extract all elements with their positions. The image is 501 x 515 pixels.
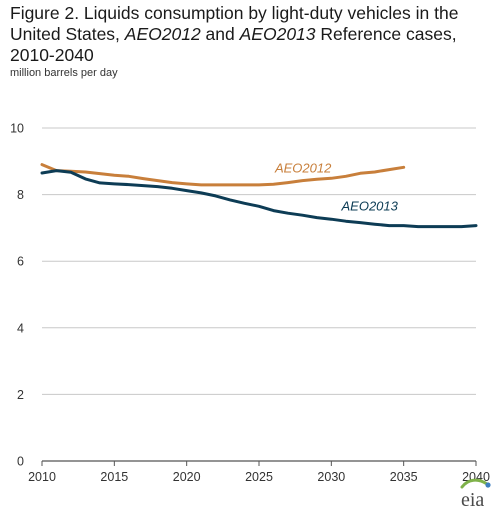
chart-title-part-1: Figure 2. Liquids consumption by light-d… <box>10 3 459 44</box>
y-axis-tick-labels: 0 2 4 6 8 10 <box>10 122 24 469</box>
y-tick-label: 8 <box>17 188 24 202</box>
y-tick-label: 2 <box>17 388 24 402</box>
x-tick-label: 2025 <box>245 470 273 484</box>
x-tick-label: 2035 <box>390 470 418 484</box>
eia-logo-swoosh <box>460 478 489 489</box>
y-tick-label: 10 <box>10 122 24 136</box>
series-lines <box>40 163 478 229</box>
x-tick-label: 2020 <box>173 470 201 484</box>
x-axis <box>41 460 477 466</box>
chart-title-emphasis-aeo2012: AEO2012 <box>124 24 201 44</box>
chart-title-emphasis-aeo2013: AEO2013 <box>239 24 316 44</box>
series-label-aeo2012: AEO2012 <box>274 160 332 175</box>
x-tick-label: 2015 <box>100 470 128 484</box>
x-tick-label: 2010 <box>28 470 56 484</box>
series-line-aeo2013 <box>40 169 478 229</box>
x-tick-label: 2030 <box>317 470 345 484</box>
y-tick-label: 4 <box>17 321 24 335</box>
y-tick-label: 6 <box>17 255 24 269</box>
series-line-aeo2012 <box>40 163 406 187</box>
series-label-aeo2013: AEO2013 <box>341 198 399 213</box>
chart-title-part-2: and <box>200 24 240 44</box>
chart-title-part-3: Reference cases, 2010-2040 <box>10 24 457 65</box>
eia-logo: eia <box>460 478 491 511</box>
x-axis-tick-labels: 2010 2015 2020 2025 2030 2035 2040 <box>28 470 490 484</box>
chart-title: Figure 2. Liquids consumption by light-d… <box>10 3 495 66</box>
series-labels: AEO2012 AEO2013 <box>274 160 399 213</box>
gridlines <box>42 127 476 395</box>
eia-logo-text: eia <box>461 489 484 511</box>
y-tick-label: 0 <box>17 455 24 469</box>
eia-logo-dot <box>485 482 491 488</box>
y-axis-units-label: million barrels per day <box>10 67 118 79</box>
